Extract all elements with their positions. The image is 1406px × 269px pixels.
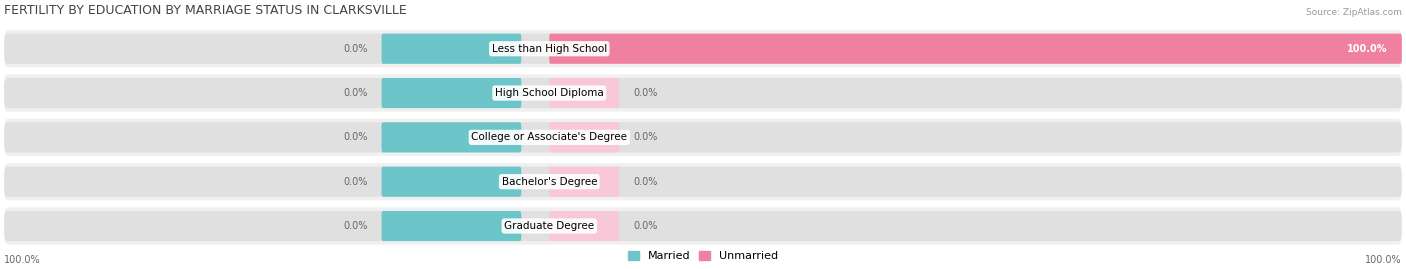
Text: College or Associate's Degree: College or Associate's Degree (471, 132, 627, 142)
FancyBboxPatch shape (4, 119, 1402, 156)
Text: Source: ZipAtlas.com: Source: ZipAtlas.com (1306, 8, 1402, 17)
FancyBboxPatch shape (4, 34, 1402, 64)
FancyBboxPatch shape (550, 78, 619, 108)
Text: 100.0%: 100.0% (1365, 255, 1402, 265)
Text: FERTILITY BY EDUCATION BY MARRIAGE STATUS IN CLARKSVILLE: FERTILITY BY EDUCATION BY MARRIAGE STATU… (4, 4, 406, 17)
FancyBboxPatch shape (4, 30, 1402, 67)
Text: Graduate Degree: Graduate Degree (505, 221, 595, 231)
FancyBboxPatch shape (550, 167, 619, 197)
Text: High School Diploma: High School Diploma (495, 88, 603, 98)
FancyBboxPatch shape (381, 167, 522, 197)
Text: 0.0%: 0.0% (343, 221, 367, 231)
FancyBboxPatch shape (550, 122, 619, 153)
FancyBboxPatch shape (550, 34, 1402, 64)
Text: Bachelor's Degree: Bachelor's Degree (502, 177, 598, 187)
Text: 100.0%: 100.0% (1347, 44, 1388, 54)
Legend: Married, Unmarried: Married, Unmarried (627, 251, 779, 261)
Text: 0.0%: 0.0% (633, 221, 658, 231)
Text: 0.0%: 0.0% (633, 177, 658, 187)
Text: 0.0%: 0.0% (633, 88, 658, 98)
FancyBboxPatch shape (4, 211, 1402, 241)
FancyBboxPatch shape (4, 207, 1402, 245)
Text: Less than High School: Less than High School (492, 44, 607, 54)
FancyBboxPatch shape (4, 122, 1402, 153)
Text: 0.0%: 0.0% (633, 132, 658, 142)
FancyBboxPatch shape (4, 78, 1402, 108)
FancyBboxPatch shape (4, 75, 1402, 112)
FancyBboxPatch shape (381, 78, 522, 108)
Text: 0.0%: 0.0% (343, 44, 367, 54)
FancyBboxPatch shape (4, 163, 1402, 200)
FancyBboxPatch shape (4, 167, 1402, 197)
Text: 0.0%: 0.0% (343, 177, 367, 187)
Text: 100.0%: 100.0% (4, 255, 41, 265)
Text: 0.0%: 0.0% (343, 88, 367, 98)
Text: 0.0%: 0.0% (343, 132, 367, 142)
FancyBboxPatch shape (381, 122, 522, 153)
FancyBboxPatch shape (381, 34, 522, 64)
FancyBboxPatch shape (550, 211, 619, 241)
FancyBboxPatch shape (381, 211, 522, 241)
